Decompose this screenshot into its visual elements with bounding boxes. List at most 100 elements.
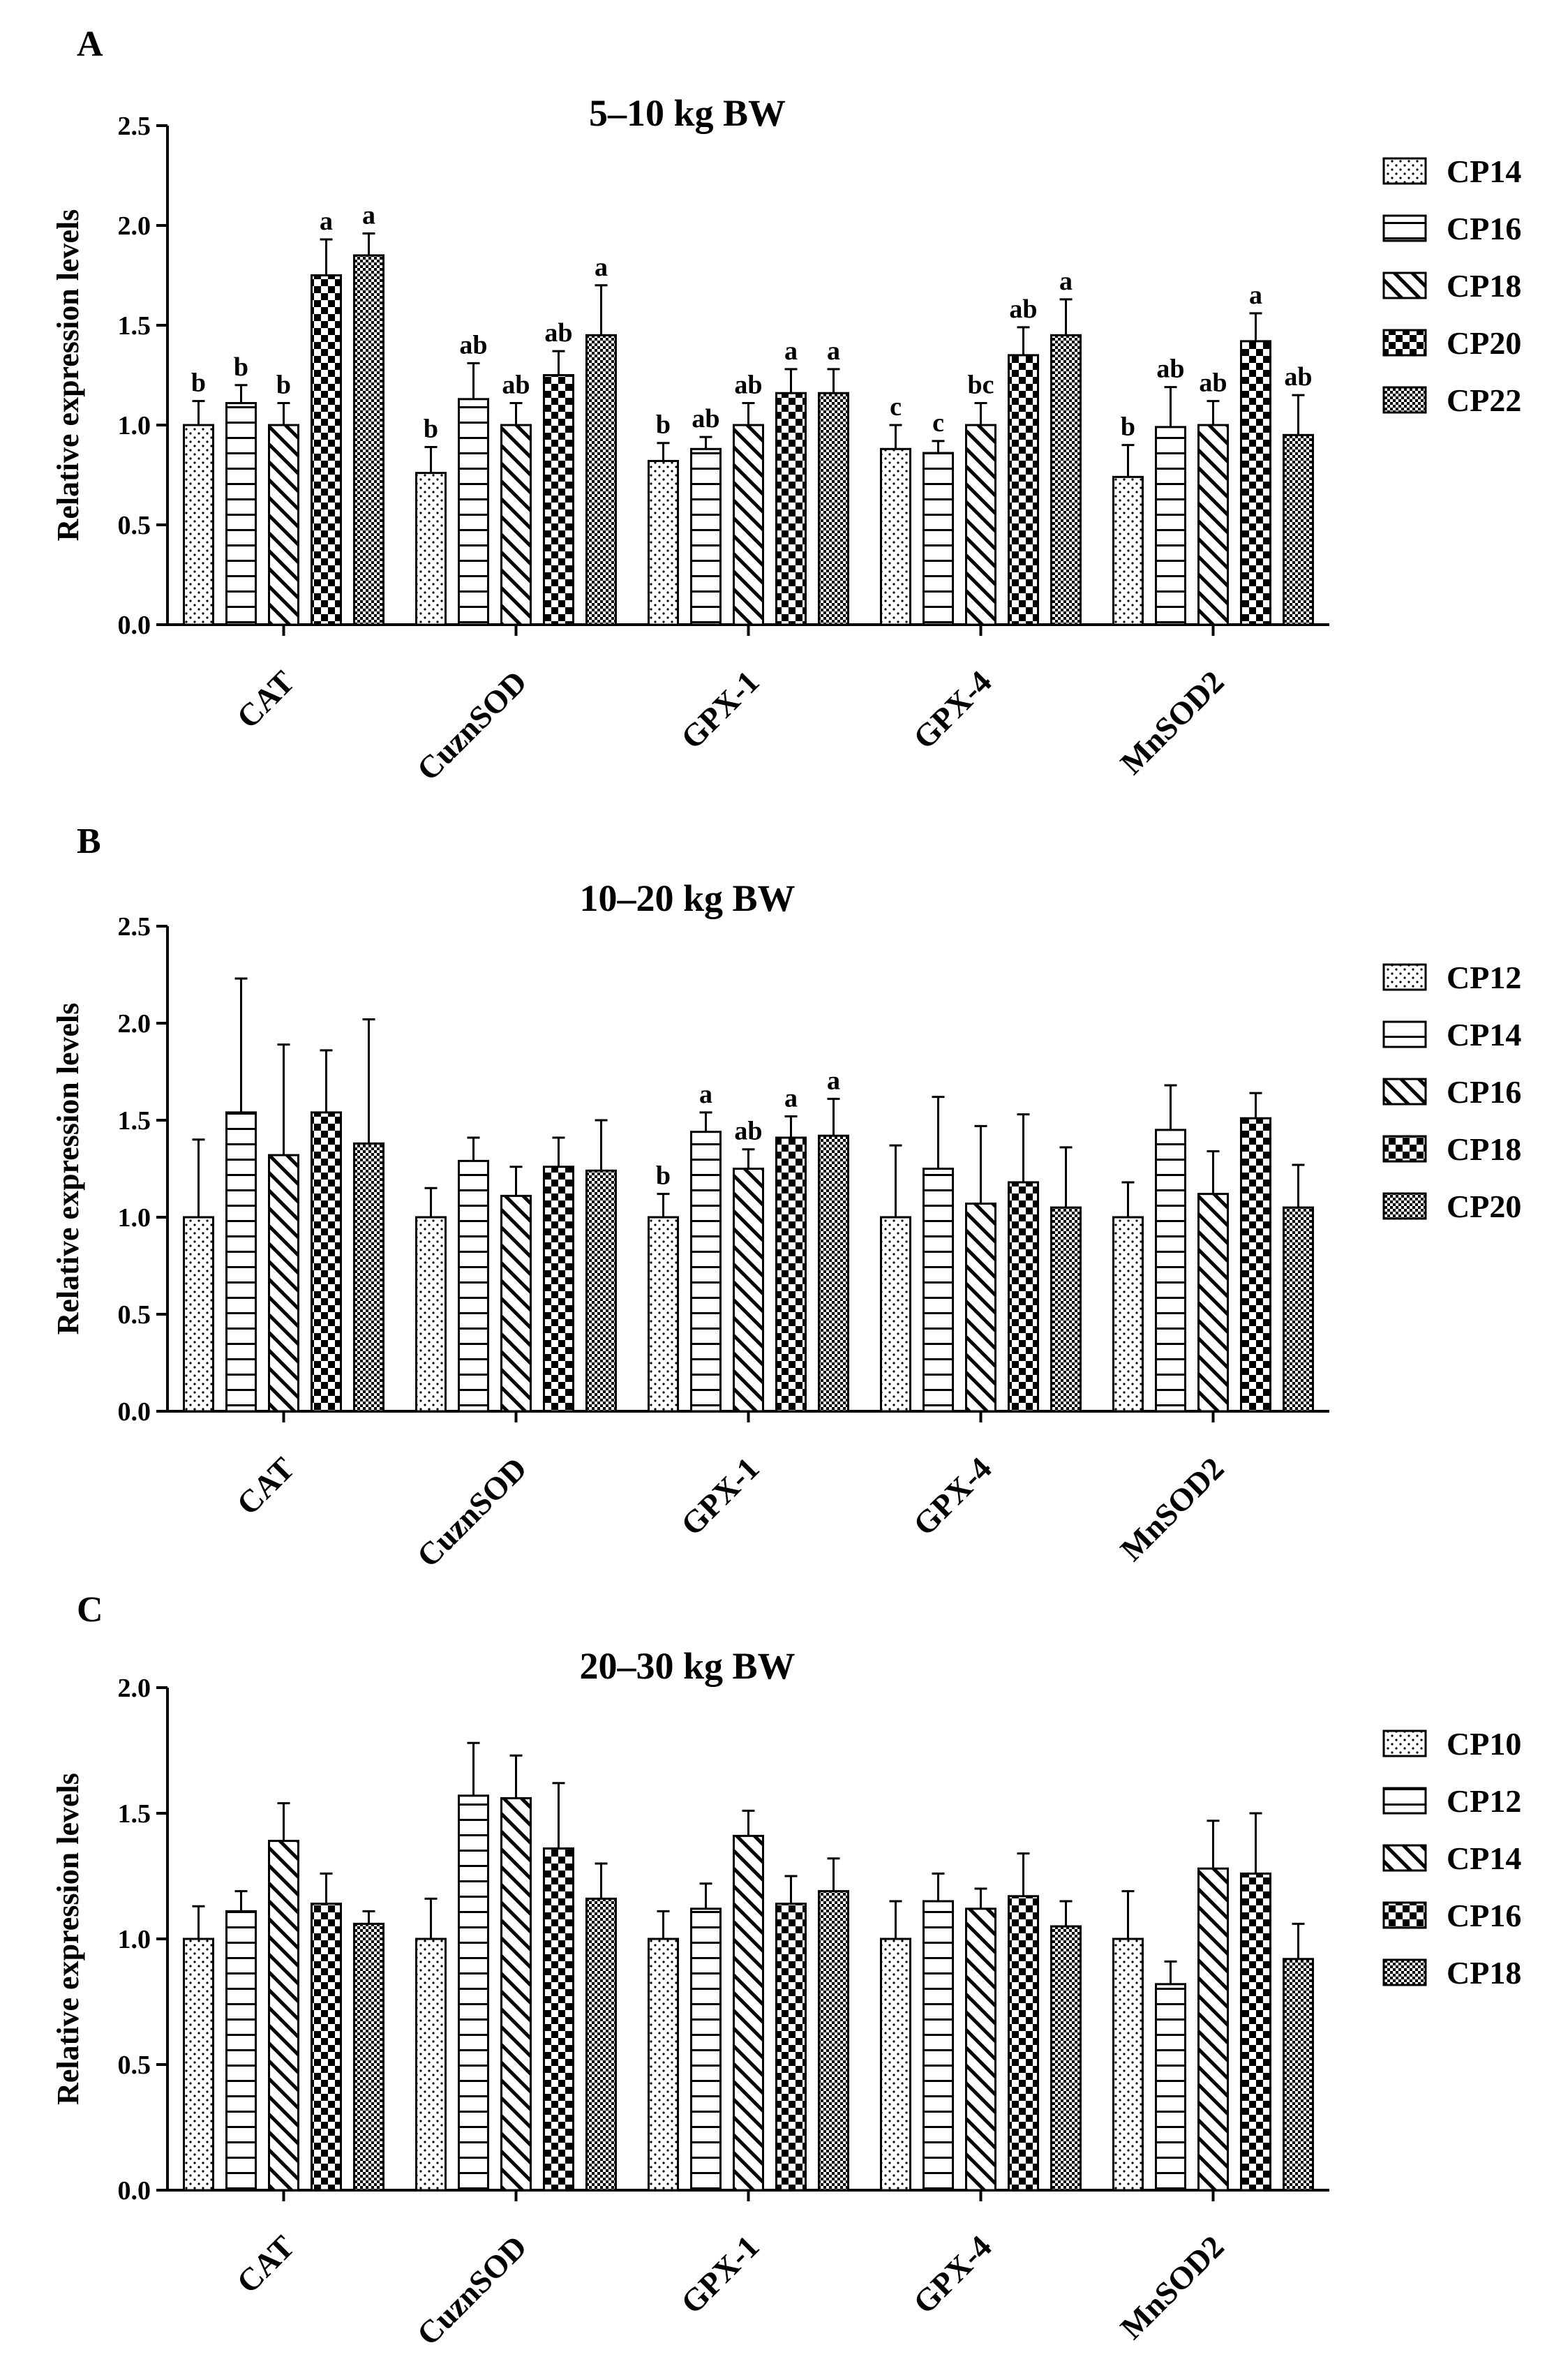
legend-label: CP16 [1447,1898,1521,1933]
legend-label: CP10 [1447,1726,1521,1762]
significance-label: ab [544,318,572,348]
y-tick-label: 1.0 [118,411,151,440]
legend-label: CP14 [1447,154,1521,189]
y-tick-label: 0.0 [118,1397,151,1427]
legend-swatch [1382,1020,1427,1048]
bar [1197,424,1229,626]
y-tick-label: 2.5 [118,912,151,942]
bar [415,472,447,626]
bar [923,1168,954,1413]
bar [1112,1938,1144,2192]
y-tick-label: 2.0 [118,211,151,241]
significance-label: c [932,408,944,438]
x-category-label: MnSOD2 [1114,1450,1231,1568]
y-tick-label: 1.5 [118,1799,151,1829]
x-category-label: GPX-4 [906,2229,999,2321]
x-category-label: MnSOD2 [1114,664,1231,781]
bar [500,424,532,626]
y-tick-label: 2.5 [118,112,151,141]
significance-label: a [1059,267,1073,296]
bar [1283,1958,1314,2192]
legend-swatch [1382,1787,1427,1815]
significance-label: a [362,200,375,230]
significance-label: b [276,371,291,400]
bar [1240,1117,1271,1413]
significance-label: ab [734,1117,762,1146]
bar [775,392,807,626]
chart-title: 20–30 kg BW [579,1645,795,1687]
x-category-label: GPX-4 [906,1450,999,1542]
legend-swatch [1382,963,1427,991]
significance-label: bc [968,371,994,400]
bar [733,1834,764,2192]
legend-label: CP12 [1447,1783,1521,1819]
bar [1155,426,1186,626]
legend-swatch [1382,157,1427,185]
y-tick-label: 0.0 [118,611,151,640]
legend-swatch [1382,1958,1427,1986]
bar [1283,1206,1314,1413]
bar [880,1938,911,2192]
bar [311,1903,342,2192]
bar [1112,475,1144,626]
legend-label: CP20 [1447,325,1521,361]
x-category-label: CAT [230,1450,301,1522]
bar [690,1131,722,1413]
legend-swatch [1382,1901,1427,1929]
panel-b: B 10–20 kg BW Relative expression levels 0.… [51,821,1521,1574]
significance-label: b [191,369,206,398]
bar [458,398,489,626]
bar [648,1938,679,2192]
x-category-label: GPX-4 [906,664,999,756]
chart-title: 5–10 kg BW [589,92,786,134]
significance-label: a [320,207,333,236]
significance-label: a [827,1066,840,1095]
bar [543,1166,574,1413]
x-category-label: GPX-1 [674,1450,766,1542]
bar [183,1216,214,1413]
bar [268,1840,299,2192]
bar [585,1897,617,2192]
bar [1112,1216,1144,1413]
bar [733,1168,764,1413]
legend-swatch [1382,1730,1427,1757]
y-tick-label: 1.5 [118,1106,151,1136]
panel-letter: A [77,24,103,64]
panel-letter: B [77,821,101,861]
legend-swatch [1382,272,1427,299]
y-tick-label: 0.5 [118,511,151,540]
y-axis-label: Relative expression levels [51,209,85,542]
bar [1008,1181,1039,1413]
bar [965,1203,996,1413]
significance-label: a [784,1083,798,1113]
bar [1197,1193,1229,1413]
legend-swatch [1382,1078,1427,1106]
y-tick-label: 0.0 [118,2176,151,2206]
bar [880,447,911,626]
significance-label: b [1121,412,1135,442]
x-category-label: CuznSOD [410,1450,534,1574]
legend-label: CP18 [1447,1955,1521,1991]
bar [311,274,342,626]
bar [1283,433,1314,626]
y-tick-label: 0.5 [118,1300,151,1330]
bar [1050,1206,1082,1413]
bar [585,1169,617,1413]
legend-label: CP22 [1447,382,1521,418]
x-category-label: GPX-1 [674,2229,766,2321]
significance-label: b [656,410,671,440]
legend-swatch [1382,1192,1427,1220]
bar [818,1134,849,1413]
significance-label: a [595,253,608,282]
bar [648,459,679,626]
bar [415,1216,447,1413]
bar [311,1111,342,1413]
legend-label: CP12 [1447,960,1521,995]
significance-label: ab [1199,369,1227,398]
bar [1155,1129,1186,1413]
legend-label: CP14 [1447,1017,1521,1053]
bar [183,1938,214,2192]
legend-label: CP20 [1447,1189,1521,1224]
panel-c: C 20–30 kg BW Relative expression levels 0.… [51,1590,1521,2352]
bar [1197,1867,1229,2192]
